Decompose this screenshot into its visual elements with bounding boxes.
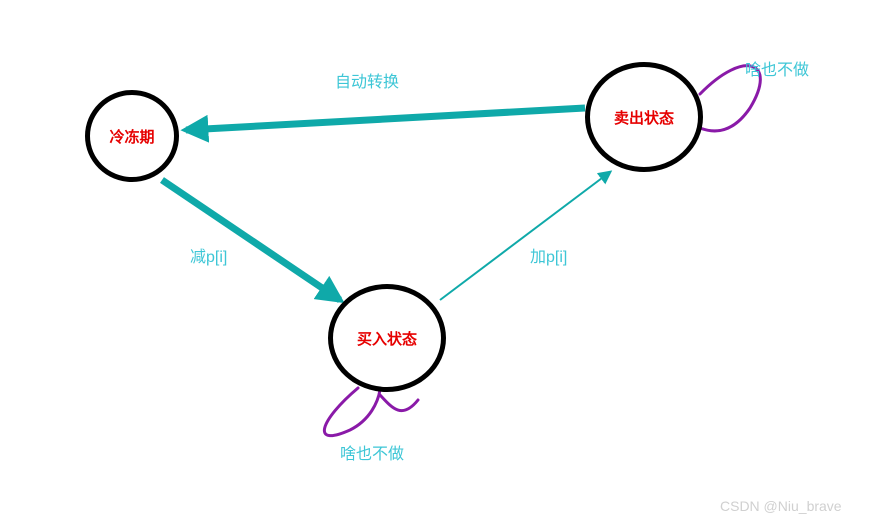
edge-label-buy-idle: 啥也不做: [340, 440, 404, 464]
edge-buy-to-sell: [440, 172, 610, 300]
node-sell: 卖出状态: [585, 62, 703, 172]
edge-label-plus-pi: 加p[i]: [530, 243, 567, 267]
node-cooldown-label: 冷冻期: [109, 126, 154, 147]
edge-label-auto-transition: 自动转换: [335, 68, 399, 92]
edge-label-sell-idle: 啥也不做: [745, 56, 809, 80]
edge-buy-self-loop: [324, 388, 418, 436]
edge-cooldown-to-buy: [162, 180, 340, 300]
edge-label-minus-pi: 减p[i]: [190, 243, 227, 267]
node-cooldown: 冷冻期: [85, 90, 179, 182]
node-sell-label: 卖出状态: [614, 107, 674, 128]
node-buy: 买入状态: [328, 284, 446, 392]
node-buy-label: 买入状态: [357, 328, 417, 349]
edge-sell-to-cooldown: [186, 108, 585, 130]
watermark: CSDN @Niu_brave: [720, 498, 842, 514]
